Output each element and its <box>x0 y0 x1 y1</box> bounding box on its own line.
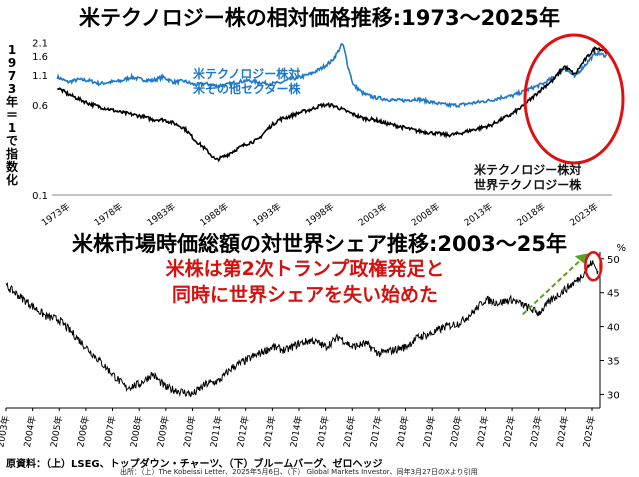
bottom-xtick-label: 2010年 <box>181 415 198 449</box>
bottom-xtick-label: 2014年 <box>287 415 304 449</box>
top-ytick-label: 1.6 <box>32 52 48 63</box>
bottom-xtick-label: 2022年 <box>500 415 517 449</box>
trend-arrow-line <box>522 256 585 316</box>
bottom-ytick-label: 40 <box>607 323 620 334</box>
top-xtick-label: 1998年 <box>303 200 336 228</box>
top-ytick-label: 1.1 <box>32 71 48 82</box>
top-xtick-label: 1988年 <box>198 200 231 228</box>
bottom-xtick-label: 2013年 <box>261 415 278 449</box>
top-chart-title: 米テクノロジー株の相対価格推移:1973〜2025年 <box>78 6 561 30</box>
source-note: 出所：（上）The Kobeissi Letter、2025年5月6日、（下） … <box>120 468 478 476</box>
bottom-ytick-label: 30 <box>607 390 620 401</box>
bottom-xtick-label: 2007年 <box>101 415 118 449</box>
top-ytick-label: 2.1 <box>32 38 48 49</box>
bottom-xtick-label: 2025年 <box>580 415 597 449</box>
top-xtick-label: 1993年 <box>250 200 283 228</box>
black-series-label: 米テクノロジー株対 世界テクノロジー株 <box>474 163 582 192</box>
share-series-line <box>5 260 599 398</box>
black-series-annotation: 米テクノロジー株対 世界テクノロジー株 <box>474 163 581 193</box>
blue-series-annotation: 米テクノロジー株対 米その他セクター株 <box>193 67 301 97</box>
top-ytick-label: 0.1 <box>32 191 48 202</box>
bottom-xtick-label: 2021年 <box>474 415 491 449</box>
top-xtick-label: 2013年 <box>462 200 495 228</box>
bottom-xtick-label: 2006年 <box>74 415 91 449</box>
bottom-ytick-label: 45 <box>607 289 620 300</box>
top-highlight-circle <box>523 33 625 165</box>
top-xtick-label: 1978年 <box>92 200 125 228</box>
bottom-yunit-label: % <box>616 243 626 254</box>
bottom-xtick-label: 2015年 <box>314 415 331 449</box>
bottom-ytick-label: 50 <box>607 255 620 266</box>
black-series-line <box>57 46 608 163</box>
bottom-xtick-label: 2004年 <box>21 415 38 449</box>
bottom-xtick-label: 2011年 <box>207 415 224 449</box>
bottom-xtick-label: 2016年 <box>341 415 358 449</box>
top-xtick-label: 2018年 <box>515 200 548 228</box>
bottom-xtick-label: 2017年 <box>367 415 384 449</box>
bottom-xtick-label: 2009年 <box>154 415 171 449</box>
top-xtick-label: 1983年 <box>145 200 178 228</box>
top-xtick-label: 2003年 <box>356 200 389 228</box>
bottom-ytick-label: 35 <box>607 357 620 368</box>
bottom-xtick-label: 2012年 <box>234 415 251 449</box>
trump-annotation-text: 米株は第2次トランプ政権発足と 同時に世界シェアを失い始めた <box>165 258 445 306</box>
bottom-xtick-label: 2020年 <box>447 415 464 449</box>
blue-series-line <box>56 43 607 109</box>
bottom-highlight-circle <box>584 250 603 282</box>
bottom-xtick-label: 2005年 <box>48 415 65 449</box>
top-xtick-label: 2008年 <box>409 200 442 228</box>
bottom-xtick-label: 2023年 <box>527 415 544 449</box>
bottom-xtick-label: 2003年 <box>0 415 12 449</box>
blue-series-label: 米テクノロジー株対 米その他セクター株 <box>193 67 301 96</box>
bottom-xtick-label: 2008年 <box>128 415 145 449</box>
top-xtick-label: 1973年 <box>39 200 72 228</box>
bottom-xtick-label: 2024年 <box>554 415 571 449</box>
bottom-xtick-label: 2018年 <box>394 415 411 449</box>
bottom-xtick-label: 2019年 <box>421 415 438 449</box>
top-ytick-label: 0.6 <box>32 101 48 112</box>
top-xtick-label: 2023年 <box>567 200 600 228</box>
bottom-chart-title: 米株市場時価総額の対世界シェア推移:2003〜25年 <box>71 232 568 256</box>
source-primary: 原資料：（上）LSEG、トップダウン・チャーツ、（下）ブルームバーグ、ゼロヘッジ <box>6 459 383 470</box>
top-chart-ylabel: 1973年＝1で指数化 <box>5 43 18 187</box>
trump-annotation: 米株は第2次トランプ政権発足と 同時に世界シェアを失い始めた <box>0 256 610 308</box>
